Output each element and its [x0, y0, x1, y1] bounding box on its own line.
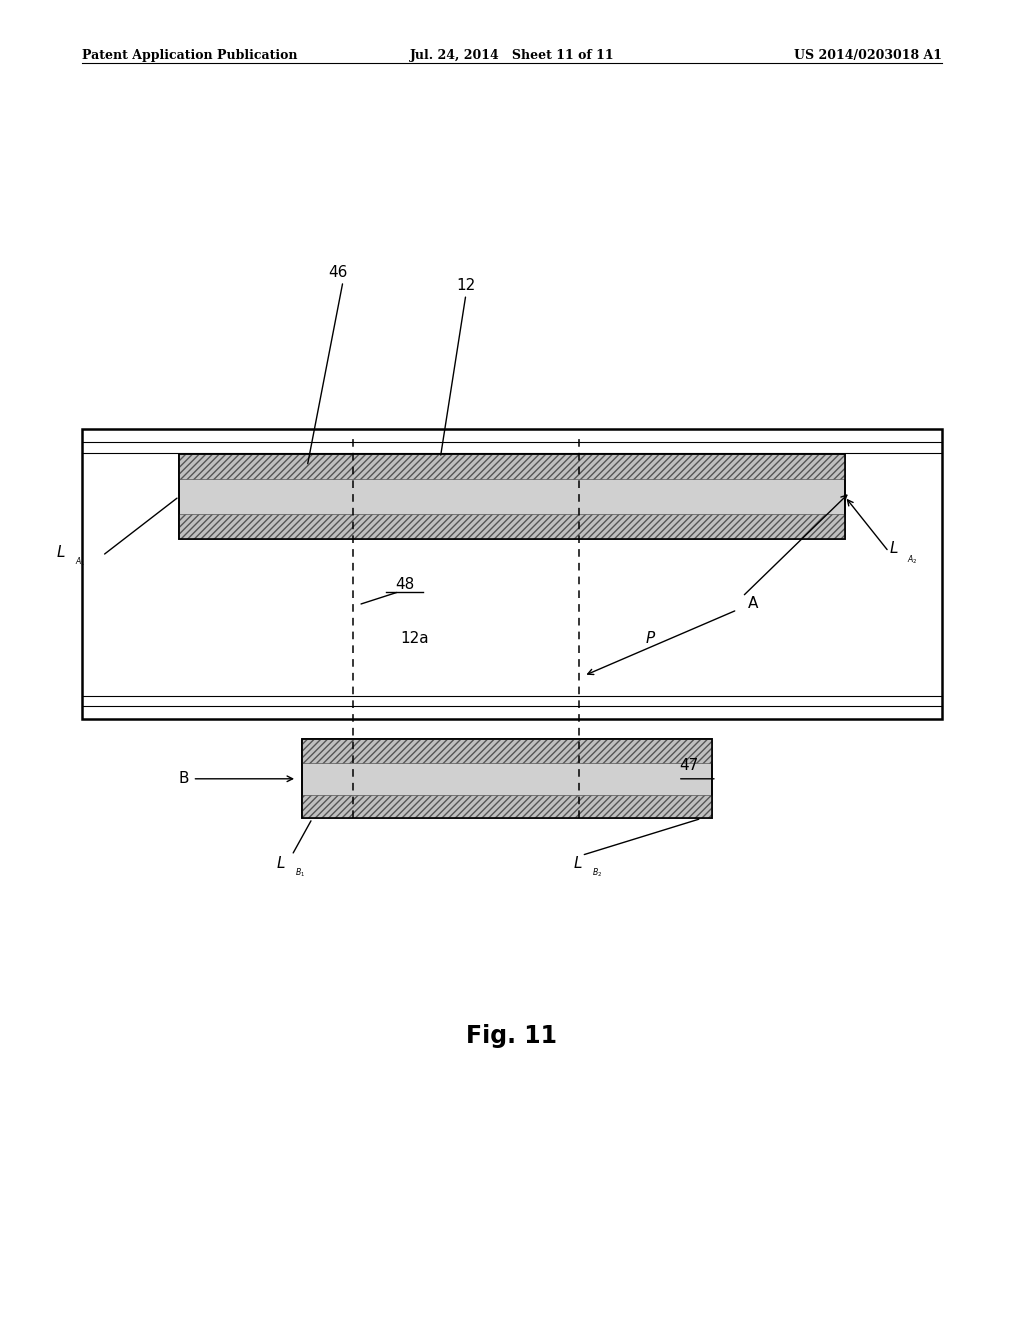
Text: B: B — [179, 771, 189, 787]
Text: $L$: $L$ — [56, 544, 66, 560]
Text: Patent Application Publication: Patent Application Publication — [82, 49, 297, 62]
Text: 48: 48 — [395, 577, 414, 591]
Text: Fig. 11: Fig. 11 — [467, 1024, 557, 1048]
Text: A: A — [748, 595, 758, 611]
Text: 12a: 12a — [400, 631, 429, 645]
Text: 12: 12 — [457, 279, 475, 293]
Text: $L$: $L$ — [276, 855, 286, 871]
Bar — [302, 739, 712, 763]
Text: P: P — [645, 631, 655, 645]
Text: $_{B_2}$: $_{B_2}$ — [592, 866, 602, 879]
Bar — [302, 739, 712, 818]
Bar — [179, 513, 845, 540]
Text: $L$: $L$ — [573, 855, 583, 871]
Bar — [302, 739, 712, 818]
Bar — [179, 454, 845, 540]
Bar — [179, 454, 845, 479]
Text: 46: 46 — [329, 265, 347, 280]
Bar — [302, 795, 712, 818]
Bar — [82, 429, 942, 719]
Bar — [179, 454, 845, 540]
Text: 47: 47 — [679, 758, 698, 774]
Text: $_{A_2}$: $_{A_2}$ — [907, 553, 918, 566]
Text: US 2014/0203018 A1: US 2014/0203018 A1 — [794, 49, 942, 62]
Text: $_{B_1}$: $_{B_1}$ — [295, 866, 305, 879]
Text: $L$: $L$ — [889, 540, 898, 556]
Text: Jul. 24, 2014   Sheet 11 of 11: Jul. 24, 2014 Sheet 11 of 11 — [410, 49, 614, 62]
Text: $_{A_1}$: $_{A_1}$ — [75, 556, 85, 569]
